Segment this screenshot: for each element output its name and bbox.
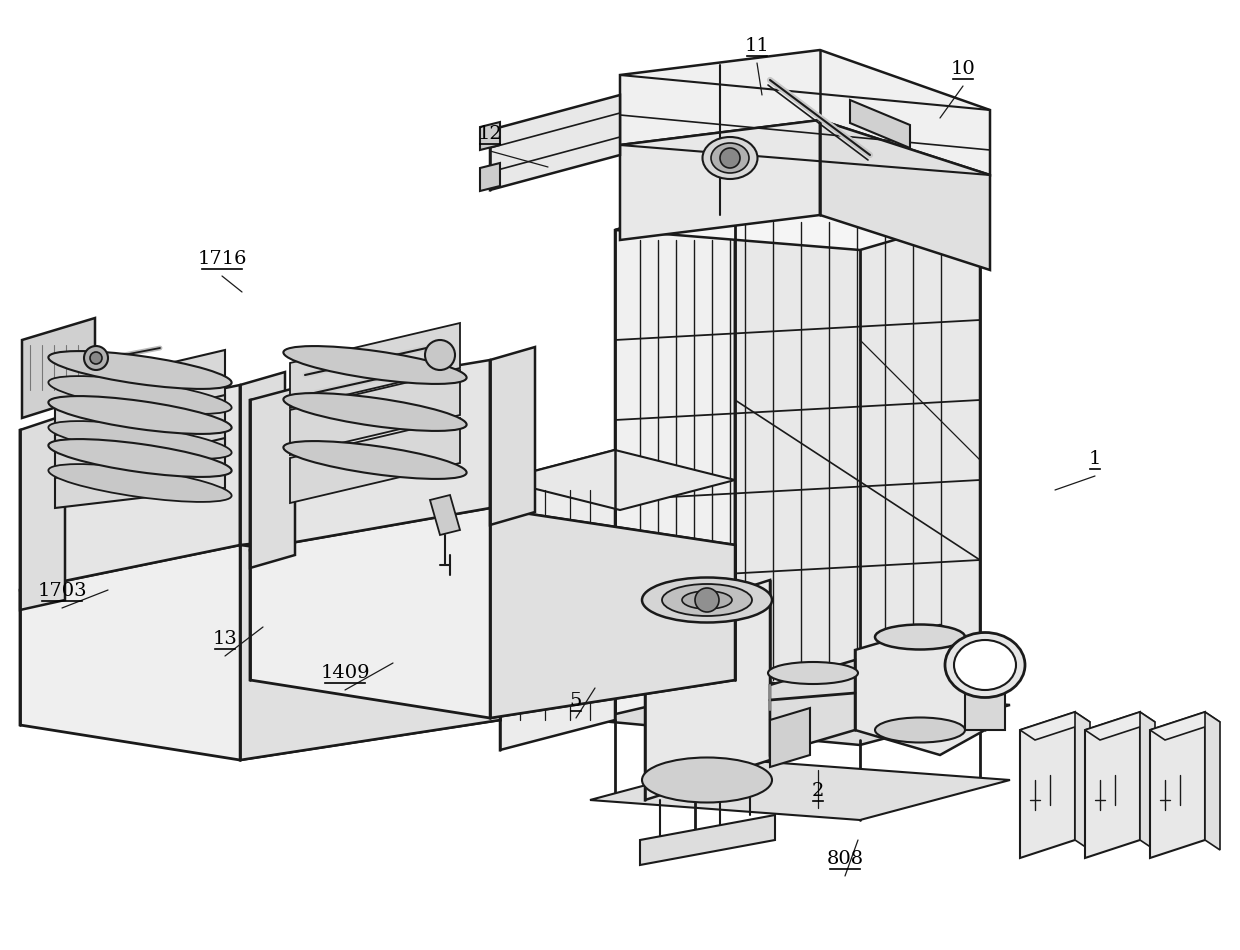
Ellipse shape bbox=[875, 624, 965, 650]
Polygon shape bbox=[241, 372, 285, 545]
Ellipse shape bbox=[48, 376, 232, 414]
Polygon shape bbox=[55, 395, 224, 475]
Polygon shape bbox=[615, 195, 980, 250]
Polygon shape bbox=[1140, 712, 1154, 850]
Ellipse shape bbox=[954, 640, 1016, 690]
Polygon shape bbox=[1149, 712, 1220, 740]
Polygon shape bbox=[250, 508, 735, 718]
Polygon shape bbox=[645, 580, 770, 800]
Polygon shape bbox=[820, 120, 990, 270]
Ellipse shape bbox=[642, 757, 773, 803]
Ellipse shape bbox=[642, 578, 773, 622]
Text: 1716: 1716 bbox=[197, 250, 247, 268]
Circle shape bbox=[694, 588, 719, 612]
Polygon shape bbox=[620, 120, 820, 240]
Ellipse shape bbox=[284, 346, 466, 384]
Ellipse shape bbox=[768, 662, 858, 684]
Polygon shape bbox=[1149, 712, 1205, 858]
Text: 1703: 1703 bbox=[37, 582, 87, 600]
Polygon shape bbox=[20, 545, 500, 760]
Polygon shape bbox=[615, 195, 735, 720]
Polygon shape bbox=[250, 388, 295, 568]
Polygon shape bbox=[849, 100, 910, 148]
Circle shape bbox=[91, 352, 102, 364]
Polygon shape bbox=[480, 122, 500, 150]
Ellipse shape bbox=[711, 143, 749, 173]
Polygon shape bbox=[20, 385, 241, 590]
Polygon shape bbox=[590, 760, 1011, 820]
Ellipse shape bbox=[662, 584, 751, 616]
Polygon shape bbox=[22, 318, 95, 418]
Polygon shape bbox=[290, 418, 460, 503]
Polygon shape bbox=[430, 495, 460, 535]
Text: 5: 5 bbox=[570, 692, 583, 710]
Polygon shape bbox=[640, 815, 775, 865]
Polygon shape bbox=[250, 360, 490, 550]
Polygon shape bbox=[965, 690, 1004, 730]
Polygon shape bbox=[1085, 712, 1140, 858]
Ellipse shape bbox=[682, 591, 732, 609]
Polygon shape bbox=[480, 163, 500, 191]
Polygon shape bbox=[620, 50, 990, 175]
Polygon shape bbox=[856, 625, 985, 755]
Polygon shape bbox=[290, 370, 460, 455]
Polygon shape bbox=[20, 415, 64, 610]
Ellipse shape bbox=[703, 137, 758, 179]
Polygon shape bbox=[1085, 712, 1154, 740]
Polygon shape bbox=[500, 450, 735, 510]
Text: 10: 10 bbox=[951, 60, 976, 78]
Polygon shape bbox=[770, 708, 810, 767]
Ellipse shape bbox=[48, 396, 232, 434]
Polygon shape bbox=[490, 508, 735, 718]
Polygon shape bbox=[500, 450, 615, 750]
Polygon shape bbox=[615, 680, 980, 740]
Text: 12: 12 bbox=[477, 125, 502, 143]
Polygon shape bbox=[55, 350, 224, 440]
Circle shape bbox=[720, 148, 740, 168]
Polygon shape bbox=[590, 685, 1011, 745]
Polygon shape bbox=[490, 347, 534, 525]
Polygon shape bbox=[770, 660, 856, 755]
Text: 1: 1 bbox=[1089, 450, 1101, 468]
Polygon shape bbox=[1021, 712, 1075, 858]
Polygon shape bbox=[1021, 712, 1090, 740]
Text: 808: 808 bbox=[826, 850, 863, 868]
Polygon shape bbox=[55, 438, 224, 508]
Polygon shape bbox=[290, 323, 460, 408]
Text: 11: 11 bbox=[745, 37, 769, 55]
Ellipse shape bbox=[48, 421, 232, 459]
Ellipse shape bbox=[284, 393, 466, 431]
Ellipse shape bbox=[945, 633, 1025, 697]
Text: 2: 2 bbox=[812, 782, 825, 800]
Ellipse shape bbox=[875, 717, 965, 743]
Text: 1409: 1409 bbox=[320, 664, 370, 682]
Polygon shape bbox=[490, 95, 620, 190]
Polygon shape bbox=[1075, 712, 1090, 850]
Text: 13: 13 bbox=[212, 630, 237, 648]
Polygon shape bbox=[735, 195, 980, 700]
Circle shape bbox=[425, 340, 455, 370]
Polygon shape bbox=[1205, 712, 1220, 850]
Ellipse shape bbox=[48, 465, 232, 502]
Circle shape bbox=[84, 346, 108, 370]
Ellipse shape bbox=[48, 352, 232, 389]
Ellipse shape bbox=[284, 441, 466, 479]
Ellipse shape bbox=[48, 439, 232, 477]
Polygon shape bbox=[241, 545, 500, 760]
